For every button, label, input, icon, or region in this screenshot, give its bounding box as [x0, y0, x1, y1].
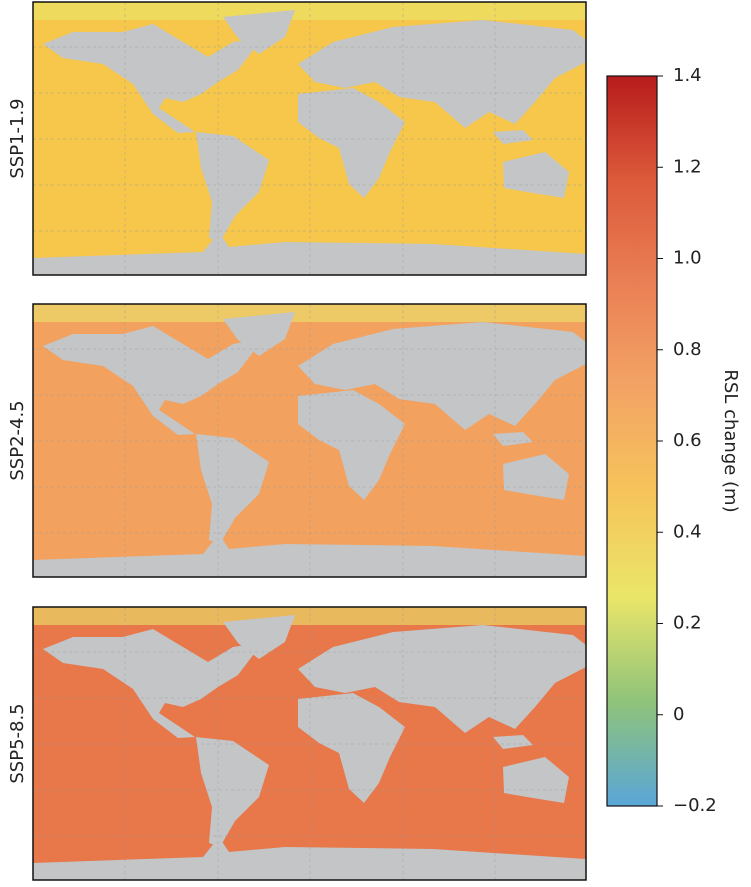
panel-frame: [32, 606, 587, 881]
polar-ocean: [33, 304, 586, 322]
colorbar-tick-label: 0: [673, 704, 684, 725]
colorbar-tick-label: −0.2: [673, 795, 717, 816]
polar-ocean: [33, 607, 586, 625]
colorbar: −0.2 0 0.2 0.4 0.6 0.8 1.0 1.2 1.4 RSL change (m): [606, 65, 741, 816]
colorbar-fill: [606, 75, 658, 807]
panel-frame: [32, 1, 587, 276]
map-panel: SSP1-1.9: [7, 1, 587, 276]
polar-ocean: [33, 2, 586, 20]
colorbar-tick-label: 1.0: [673, 248, 702, 269]
colorbar-tick-label: 1.4: [673, 65, 702, 86]
colorbar-tick-label: 1.2: [673, 156, 702, 177]
colorbar-tick-label: 0.8: [673, 339, 702, 360]
panel-label: SSP5-8.5: [7, 703, 28, 783]
map-panel: SSP2-4.5: [7, 303, 587, 578]
colorbar-label: RSL change (m): [720, 369, 741, 512]
colorbar-tick-label: 0.4: [673, 521, 702, 542]
panel-label: SSP2-4.5: [7, 400, 28, 480]
map-panels: SSP1-1.9 SSP2-4.5 SSP5-8.5: [7, 1, 587, 881]
colorbar-tick-label: 0.6: [673, 430, 702, 451]
panel-frame: [32, 303, 587, 578]
map-panel: SSP5-8.5: [7, 606, 587, 881]
panel-label: SSP1-1.9: [7, 98, 28, 178]
colorbar-tick-label: 0.2: [673, 613, 702, 634]
